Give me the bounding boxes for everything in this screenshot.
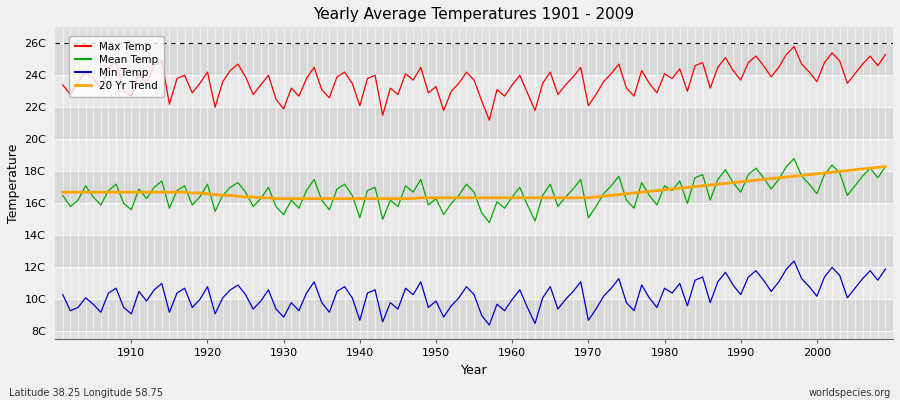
Text: Latitude 38.25 Longitude 58.75: Latitude 38.25 Longitude 58.75 bbox=[9, 388, 163, 398]
Bar bbox=[55, 75, 893, 107]
Y-axis label: Temperature: Temperature bbox=[7, 144, 20, 223]
Legend: Max Temp, Mean Temp, Min Temp, 20 Yr Trend: Max Temp, Mean Temp, Min Temp, 20 Yr Tre… bbox=[68, 36, 165, 98]
Bar bbox=[55, 107, 893, 139]
Bar bbox=[55, 300, 893, 332]
Bar bbox=[55, 43, 893, 75]
Bar bbox=[55, 236, 893, 268]
Text: worldspecies.org: worldspecies.org bbox=[809, 388, 891, 398]
Bar bbox=[55, 171, 893, 203]
X-axis label: Year: Year bbox=[461, 364, 488, 377]
Bar bbox=[55, 139, 893, 171]
Bar bbox=[55, 268, 893, 300]
Bar bbox=[55, 203, 893, 236]
Title: Yearly Average Temperatures 1901 - 2009: Yearly Average Temperatures 1901 - 2009 bbox=[313, 7, 634, 22]
